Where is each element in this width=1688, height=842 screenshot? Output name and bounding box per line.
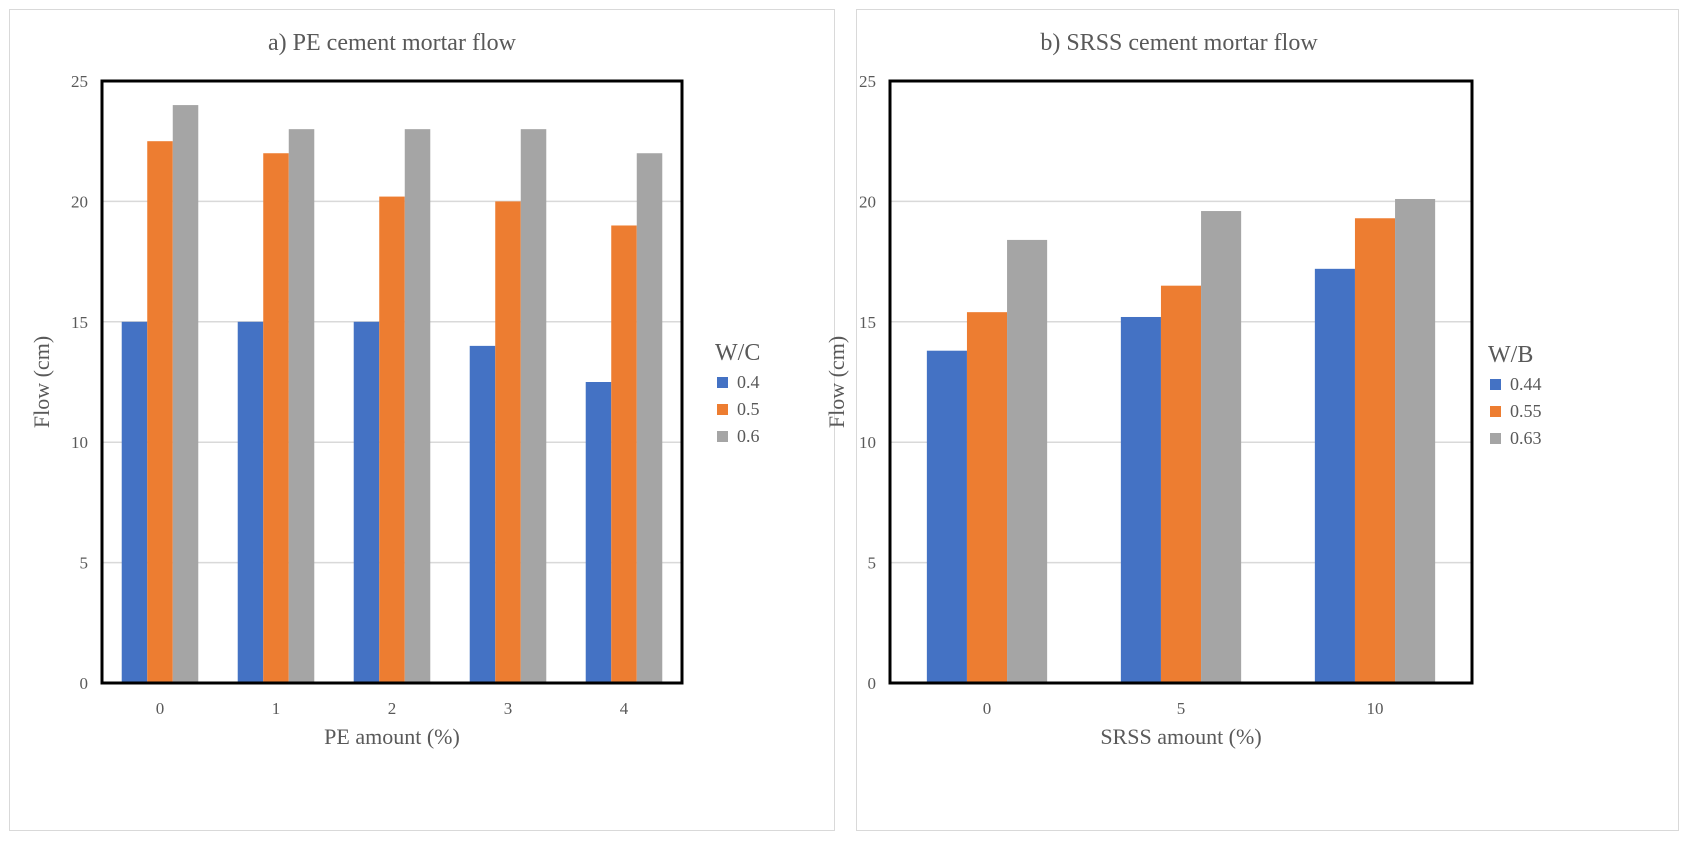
y-tick-label: 0 — [80, 674, 89, 693]
y-tick-label: 25 — [71, 72, 88, 91]
bar-0_4-3 — [469, 345, 496, 683]
bar-0_63-10 — [1395, 198, 1436, 683]
srss-flow-chart: b) SRSS cement mortar flow 0 5 10 15 20 25 0 5 10… — [824, 30, 1542, 749]
bar-0_44-10 — [1314, 268, 1355, 683]
y-tick-label: 20 — [859, 192, 876, 211]
legend-title: W/B — [1488, 342, 1533, 368]
legend-label: 0.55 — [1510, 401, 1542, 421]
bar-0_4-0 — [121, 321, 148, 683]
legend-label: 0.63 — [1510, 428, 1542, 448]
bar-0_6-0 — [172, 105, 199, 683]
x-tick-label: 1 — [272, 699, 281, 718]
bar-0_63-5 — [1201, 211, 1242, 684]
x-tick-label: 2 — [388, 699, 397, 718]
pe-flow-chart: a) PE cement mortar flow 0 5 10 15 20 25 0 1 2 3 4 P… — [29, 30, 760, 749]
x-axis-title: SRSS amount (%) — [1100, 724, 1261, 749]
x-tick-label: 0 — [156, 699, 165, 718]
bar-0_4-4 — [585, 382, 612, 683]
x-tick-label: 4 — [620, 699, 629, 718]
legend-label: 0.5 — [737, 399, 760, 419]
bar-0_6-4 — [636, 153, 663, 684]
chart-panel-pe: a) PE cement mortar flow 0 5 10 15 20 25 0 1 2 3 4 P… — [9, 9, 835, 831]
legend-swatch-0_6 — [717, 431, 728, 442]
bar-0_5-4 — [611, 225, 637, 684]
bar-0_55-5 — [1160, 285, 1202, 683]
y-tick-label: 10 — [71, 433, 88, 452]
x-tick-label: 5 — [1177, 699, 1186, 718]
bar-0_5-3 — [495, 201, 521, 683]
legend-label: 0.44 — [1510, 374, 1542, 394]
bar-0_44-5 — [1120, 316, 1161, 683]
bar-0_4-2 — [353, 321, 380, 683]
bar-0_63-0 — [1007, 239, 1048, 684]
bar-0_6-2 — [404, 129, 431, 683]
y-tick-label: 5 — [80, 554, 89, 573]
plot-frame — [888, 79, 1474, 685]
chart-panel-srss: b) SRSS cement mortar flow 0 5 10 15 20 25 0 5 10… — [824, 9, 1679, 831]
bar-0_6-3 — [520, 129, 547, 683]
legend-label: 0.4 — [737, 372, 760, 392]
x-axis-title: PE amount (%) — [324, 724, 460, 749]
bar-0_5-1 — [263, 153, 289, 684]
bar-0_4-1 — [237, 321, 264, 683]
bar-0_55-0 — [966, 312, 1008, 683]
bar-0_5-0 — [147, 141, 173, 683]
bar-0_5-2 — [379, 196, 405, 684]
plot-frame — [100, 79, 684, 685]
bar-0_44-0 — [926, 350, 967, 683]
x-tick-label: 3 — [504, 699, 513, 718]
legend-swatch-0_4 — [717, 377, 728, 388]
y-tick-label: 10 — [859, 433, 876, 452]
x-tick-label: 10 — [1367, 699, 1384, 718]
y-axis-title: Flow (cm) — [29, 336, 54, 428]
y-tick-label: 15 — [859, 313, 876, 332]
chart-title: a) PE cement mortar flow — [268, 30, 517, 56]
y-tick-label: 15 — [71, 313, 88, 332]
y-axis-title: Flow (cm) — [824, 336, 849, 428]
legend-swatch-0_63 — [1490, 433, 1501, 444]
y-tick-label: 5 — [868, 554, 877, 573]
legend-label: 0.6 — [737, 426, 760, 446]
y-tick-label: 0 — [868, 674, 877, 693]
legend-title: W/C — [715, 340, 760, 366]
legend-swatch-0_55 — [1490, 406, 1501, 417]
bar-0_6-1 — [288, 129, 315, 683]
y-tick-label: 20 — [71, 192, 88, 211]
x-tick-label: 0 — [983, 699, 992, 718]
chart-title: b) SRSS cement mortar flow — [1040, 30, 1318, 56]
y-tick-label: 25 — [859, 72, 876, 91]
legend-swatch-0_44 — [1490, 379, 1501, 390]
bar-0_55-10 — [1354, 218, 1396, 684]
legend-swatch-0_5 — [717, 404, 728, 415]
